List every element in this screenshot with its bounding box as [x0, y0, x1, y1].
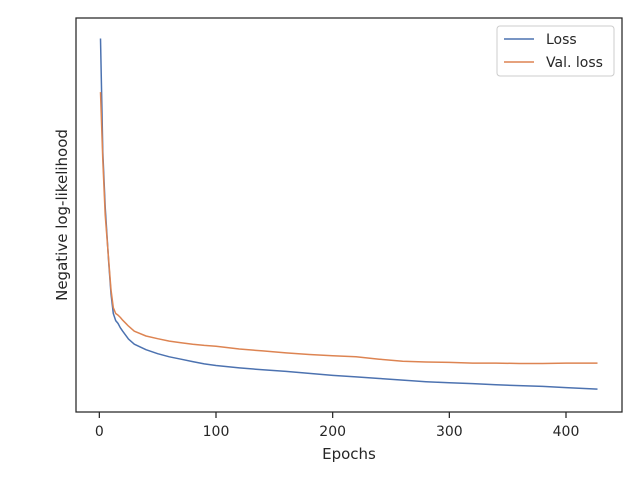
x-tick-label: 300 [436, 424, 463, 440]
legend: Loss Val. loss [496, 25, 615, 77]
x-tick-label: 200 [319, 424, 346, 440]
x-axis-ticks: 0 100 200 300 400 [95, 412, 579, 440]
series-layer [99, 38, 598, 390]
legend-label: Loss [546, 32, 577, 48]
series-line-loss [99, 38, 598, 390]
plot-frame [75, 17, 623, 413]
series-line-val-loss [99, 92, 598, 365]
plot-area [76, 18, 622, 412]
x-tick-label: 0 [95, 424, 104, 440]
x-tick-label: 400 [553, 424, 580, 440]
y-axis-label: Negative log-likelihood [53, 129, 71, 301]
legend-label: Val. loss [546, 55, 603, 71]
x-tick-label: 100 [203, 424, 230, 440]
x-axis-label: Epochs [322, 445, 376, 463]
